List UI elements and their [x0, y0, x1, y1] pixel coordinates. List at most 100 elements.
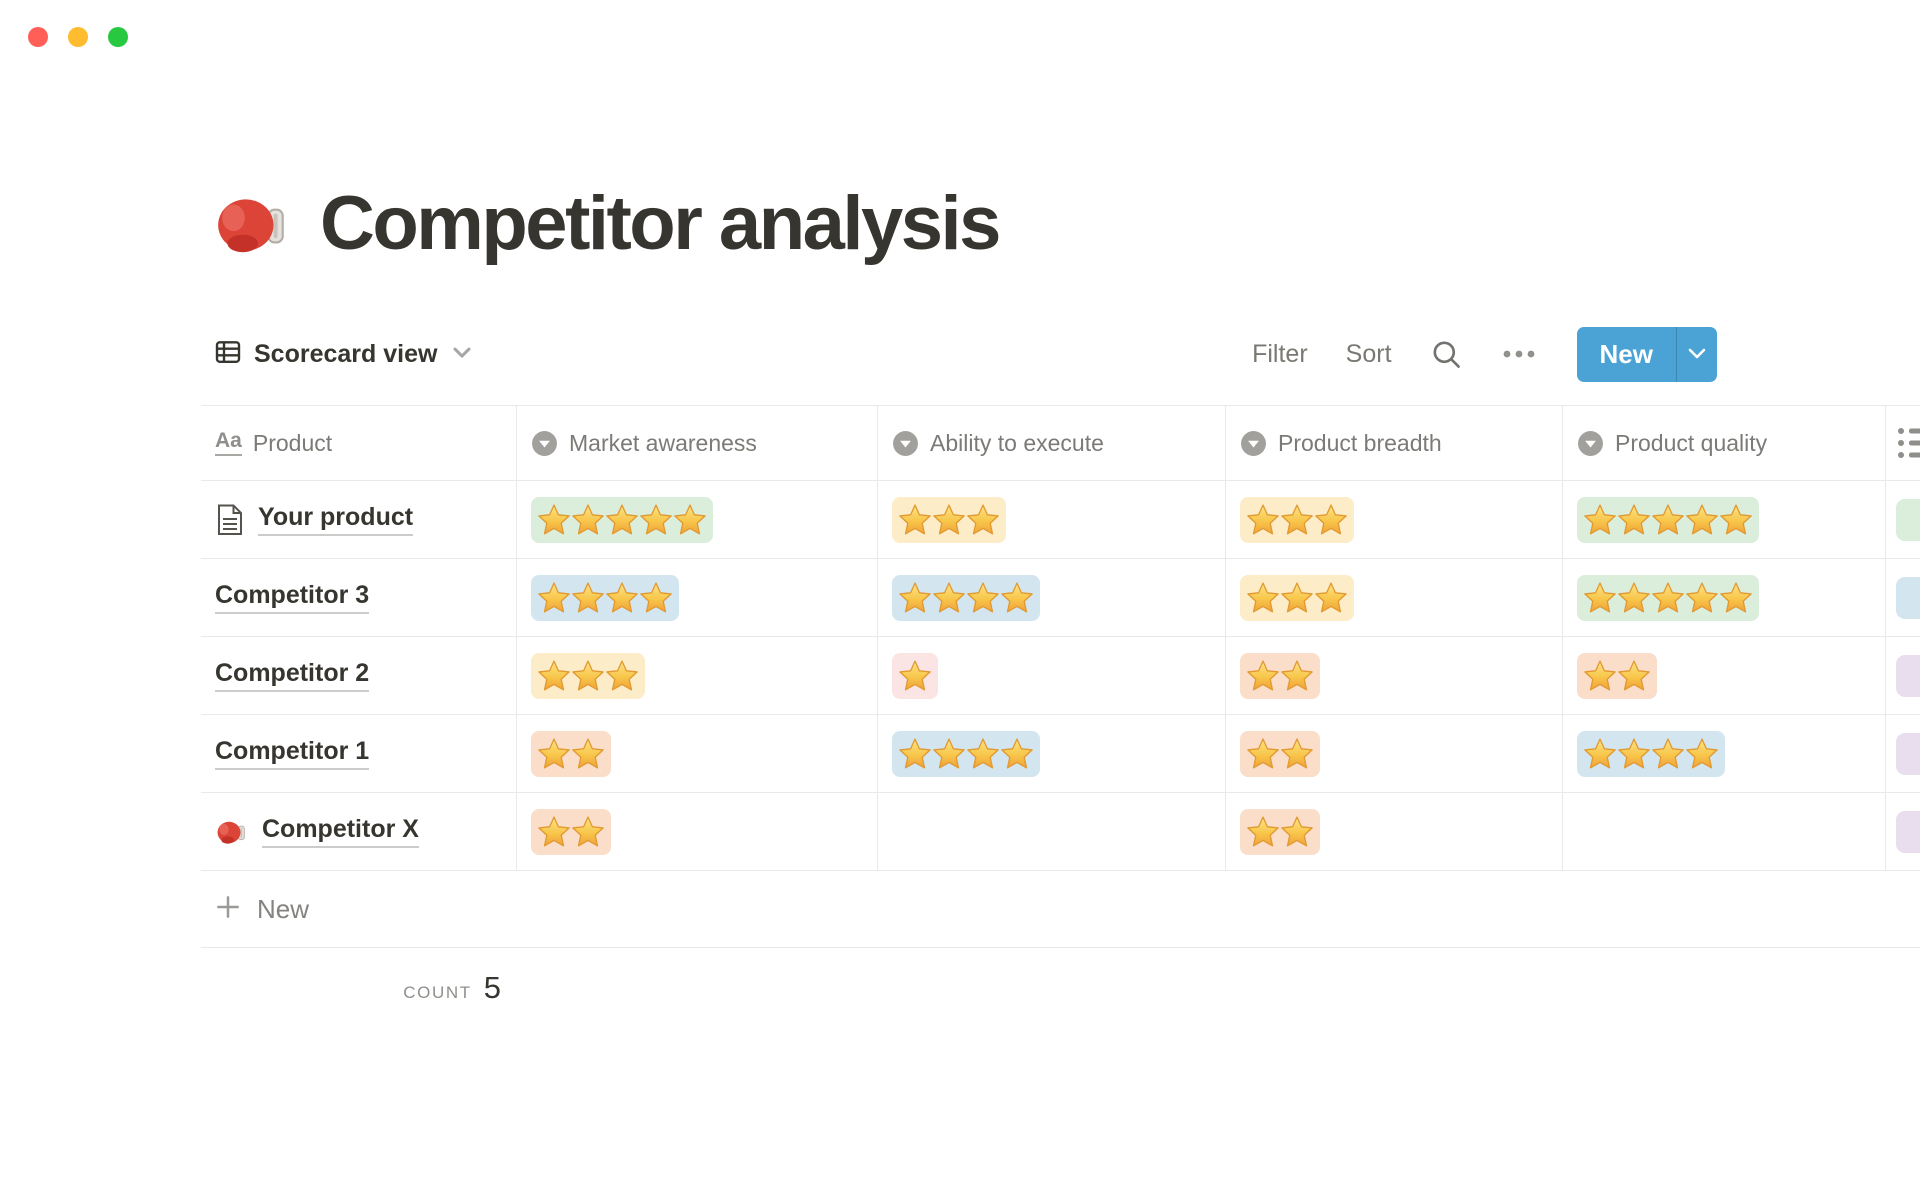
table-row: Competitor X	[201, 793, 1920, 871]
rating-cell[interactable]	[878, 793, 1226, 870]
column-header-product-breadth[interactable]: Product breadth	[1226, 406, 1563, 480]
window-controls	[28, 27, 128, 47]
rating-pill-5-stars	[1577, 574, 1759, 621]
rating-pill-2-stars	[1240, 808, 1320, 855]
column-label: Product quality	[1615, 429, 1768, 456]
filter-button[interactable]: Filter	[1252, 339, 1308, 368]
page-body: Competitor analysis Scorecard view Filte…	[201, 0, 1920, 1006]
rating-cell[interactable]	[878, 637, 1226, 714]
select-field-icon	[531, 430, 558, 457]
row-link-competitor-3[interactable]: Competitor 3	[215, 581, 370, 614]
chevron-down-icon	[448, 338, 476, 371]
column-label: Ability to execute	[930, 429, 1104, 456]
tag-pill	[1896, 810, 1920, 853]
close-button[interactable]	[28, 27, 48, 47]
add-row-label: New	[257, 893, 310, 924]
column-header-market-awareness[interactable]: Market awareness	[517, 406, 878, 480]
column-label: Market awareness	[569, 429, 757, 456]
row-link-competitor-x[interactable]: Competitor X	[262, 815, 419, 848]
table-body: Your product Competitor 3 Competitor 2 Comp…	[201, 481, 1920, 871]
count-value: 5	[483, 970, 501, 1005]
rating-cell[interactable]	[1226, 715, 1563, 792]
search-icon[interactable]	[1430, 338, 1463, 371]
edge-tag-cell[interactable]	[1886, 559, 1920, 636]
edge-tag-cell[interactable]	[1886, 715, 1920, 792]
table-row: Competitor 3	[201, 559, 1920, 637]
select-field-icon	[1577, 430, 1604, 457]
column-header-ability-to-execute[interactable]: Ability to execute	[878, 406, 1226, 480]
table-row: Your product	[201, 481, 1920, 559]
row-name-cell: Competitor 3	[201, 559, 517, 636]
select-field-icon	[892, 430, 919, 457]
rating-cell[interactable]	[517, 793, 878, 870]
rating-cell[interactable]	[878, 559, 1226, 636]
rating-pill-2-stars	[1577, 652, 1657, 699]
rating-cell[interactable]	[1563, 715, 1886, 792]
tag-pill	[1896, 654, 1920, 697]
document-icon	[215, 503, 245, 537]
more-options-icon[interactable]	[1501, 348, 1543, 360]
rating-pill-4-stars	[892, 730, 1040, 777]
select-field-icon	[1240, 430, 1267, 457]
tag-pill	[1896, 732, 1920, 775]
rating-cell[interactable]	[517, 559, 878, 636]
rating-pill-4-stars	[1577, 730, 1725, 777]
add-row-button[interactable]: New	[201, 871, 1920, 948]
rating-cell[interactable]	[1226, 637, 1563, 714]
table-view-icon	[213, 337, 243, 372]
rating-pill-2-stars	[531, 808, 611, 855]
row-name-cell: Competitor 2	[201, 637, 517, 714]
tag-pill	[1896, 576, 1920, 619]
column-header-product[interactable]: Aa Product	[201, 406, 517, 480]
row-link-your-product[interactable]: Your product	[258, 503, 414, 536]
new-button[interactable]: New	[1599, 338, 1653, 369]
edge-tag-cell[interactable]	[1886, 793, 1920, 870]
rating-pill-3-stars	[1240, 496, 1354, 543]
sort-button[interactable]: Sort	[1345, 339, 1392, 368]
page-title-text[interactable]: Competitor analysis	[320, 181, 1001, 266]
minimize-button[interactable]	[68, 27, 88, 47]
rating-pill-3-stars	[892, 496, 1006, 543]
table-header-row: Aa Product Market awareness Ability to exec…	[201, 405, 1920, 481]
rating-cell[interactable]	[1563, 793, 1886, 870]
rating-cell[interactable]	[1563, 481, 1886, 558]
rating-cell[interactable]	[517, 481, 878, 558]
boxing-glove-icon	[215, 815, 249, 849]
column-header-product-quality[interactable]: Product quality	[1563, 406, 1886, 480]
rating-cell[interactable]	[1563, 559, 1886, 636]
edge-tag-cell[interactable]	[1886, 481, 1920, 558]
scorecard-table: Aa Product Market awareness Ability to exec…	[201, 405, 1920, 1006]
rating-cell[interactable]	[1226, 481, 1563, 558]
rating-pill-4-stars	[892, 574, 1040, 621]
column-header-hidden[interactable]	[1886, 406, 1920, 480]
plus-icon	[214, 893, 242, 926]
rating-cell[interactable]	[1226, 559, 1563, 636]
rating-cell[interactable]	[878, 481, 1226, 558]
count-label: COUNT	[403, 983, 472, 1002]
title-field-icon: Aa	[215, 430, 242, 456]
table-footer[interactable]: COUNT 5	[201, 948, 517, 1006]
rating-cell[interactable]	[517, 715, 878, 792]
rating-pill-1-stars	[892, 652, 938, 699]
view-switcher[interactable]: Scorecard view	[213, 337, 476, 372]
new-dropdown-button[interactable]	[1676, 326, 1717, 382]
row-link-competitor-2[interactable]: Competitor 2	[215, 659, 370, 692]
bulleted-list-icon	[1896, 421, 1920, 465]
column-label: Product breadth	[1278, 429, 1442, 456]
rating-pill-5-stars	[531, 496, 713, 543]
row-link-competitor-1[interactable]: Competitor 1	[215, 737, 370, 770]
column-label: Product	[252, 429, 333, 456]
edge-tag-cell[interactable]	[1886, 637, 1920, 714]
rating-pill-2-stars	[531, 730, 611, 777]
new-split-button: New	[1576, 326, 1717, 382]
rating-cell[interactable]	[517, 637, 878, 714]
rating-pill-4-stars	[531, 574, 679, 621]
rating-pill-3-stars	[1240, 574, 1354, 621]
rating-pill-2-stars	[1240, 652, 1320, 699]
page-title: Competitor analysis	[212, 168, 1920, 280]
rating-cell[interactable]	[878, 715, 1226, 792]
zoom-button[interactable]	[108, 27, 128, 47]
toolbar-actions: Filter Sort New	[1214, 326, 1717, 382]
rating-cell[interactable]	[1226, 793, 1563, 870]
rating-cell[interactable]	[1563, 637, 1886, 714]
